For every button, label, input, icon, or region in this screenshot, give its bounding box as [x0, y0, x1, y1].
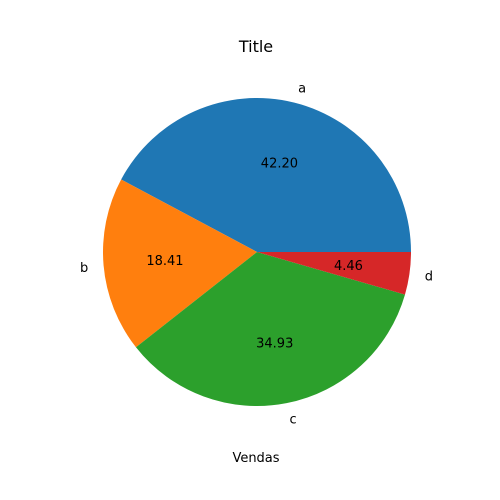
- pie-slice-d: [257, 252, 411, 295]
- pie-slice-c: [135, 252, 405, 407]
- pie-slices: [102, 98, 411, 407]
- slice-label-c: c: [290, 412, 297, 427]
- slice-value-c: 34.93: [256, 337, 293, 352]
- pie-slice-a: [121, 98, 411, 252]
- pie-labels: a 42.20 b 18.41 c 34.93 d 4.46: [80, 82, 433, 428]
- slice-label-d: d: [425, 270, 433, 285]
- chart-title: Title: [238, 37, 273, 56]
- slice-value-b: 18.41: [146, 254, 183, 269]
- slice-value-a: 42.20: [261, 156, 298, 171]
- slice-value-d: 4.46: [334, 259, 363, 274]
- slice-label-b: b: [80, 261, 88, 276]
- x-axis-label: Vendas: [232, 451, 279, 466]
- slice-label-a: a: [298, 82, 306, 97]
- pie-slice-b: [102, 179, 257, 348]
